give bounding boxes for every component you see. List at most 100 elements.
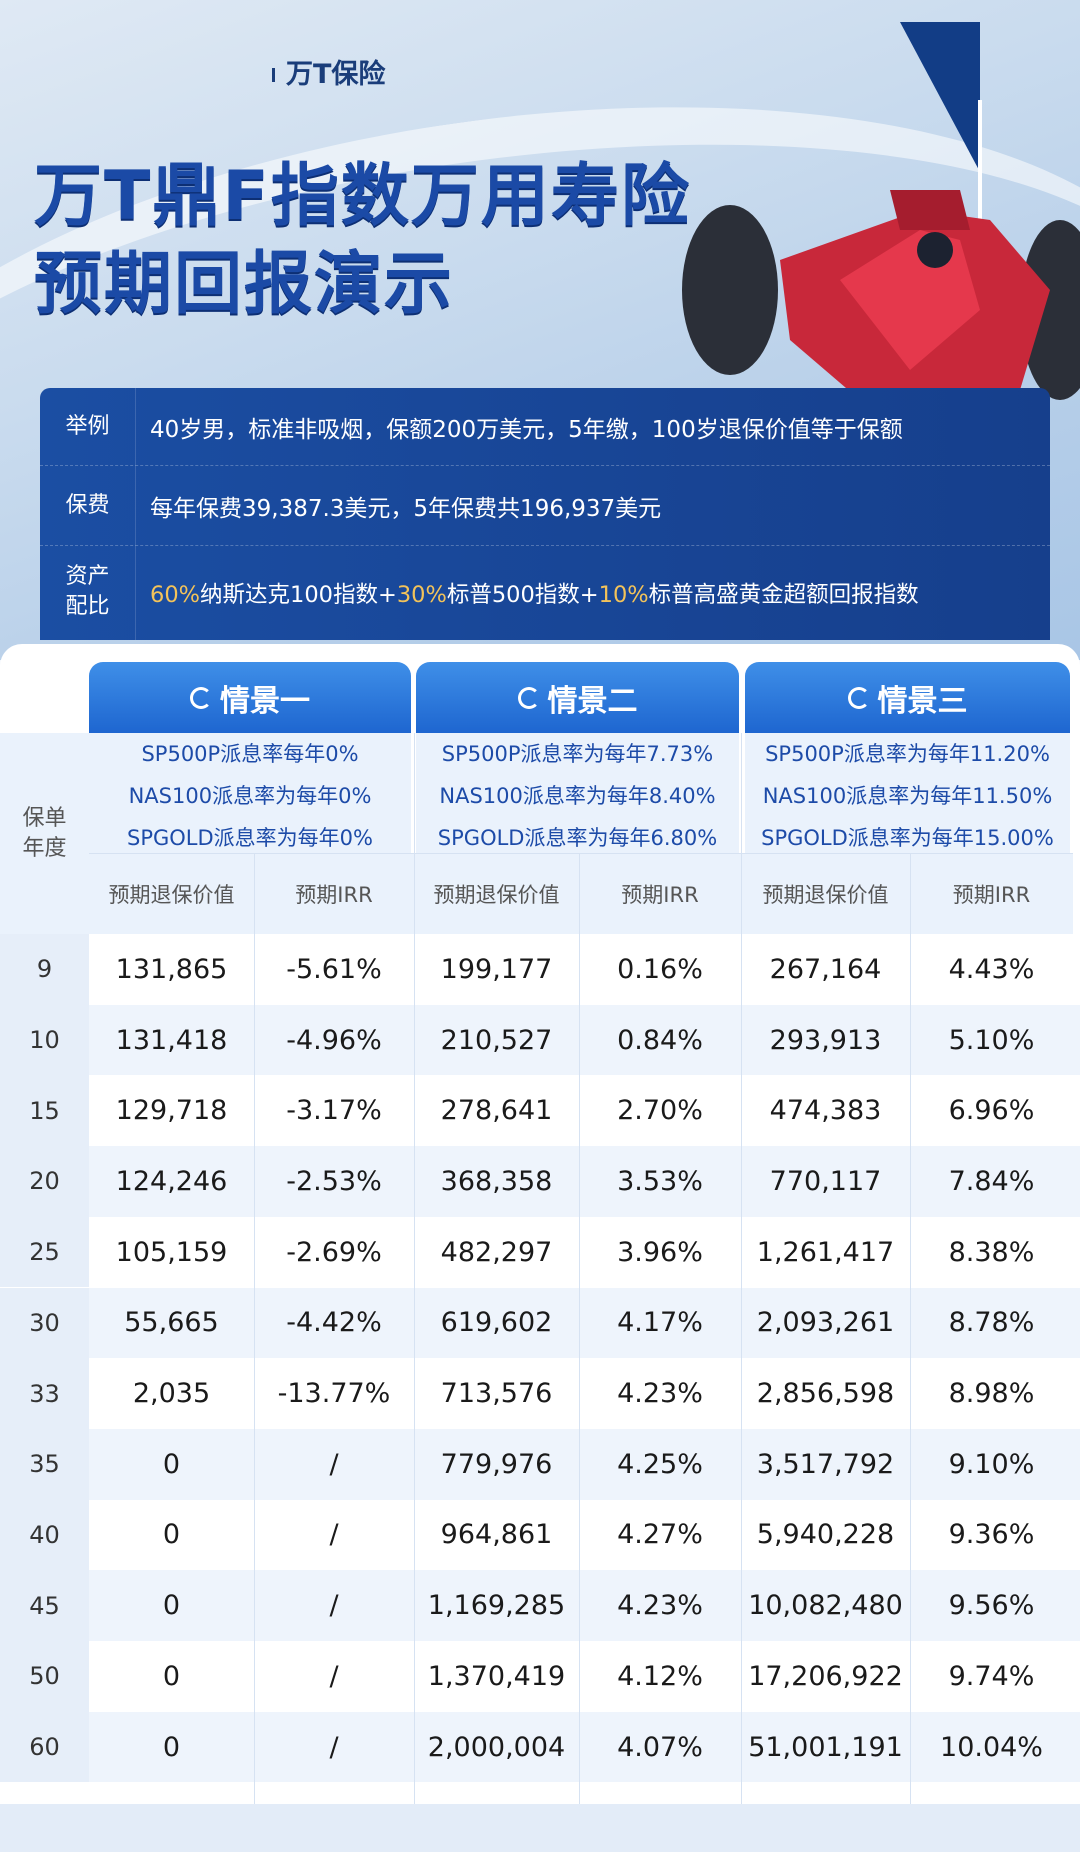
illustration-table: 保单年度 情景一 SP500P派息率每年0% NAS100派息率为每年0% SPGOL… (0, 644, 1080, 1804)
scenario-name: 情景三 (877, 683, 968, 719)
policy-year: 60 (0, 1711, 89, 1783)
dividend-rate: NAS100派息率为每年11.50% (762, 784, 1053, 808)
table-row: 15 129,718 -3.17% 278,641 2.70% 474,383 6.96% (0, 1075, 1080, 1147)
surrender-value: 713,576 (440, 1378, 553, 1410)
surrender-value: 267,164 (769, 953, 882, 985)
policy-year: 15 (0, 1075, 89, 1147)
surrender-value: 0 (162, 1590, 181, 1622)
surrender-value: 0 (162, 1519, 181, 1551)
search-q-icon (847, 686, 870, 709)
surrender-value: 129,718 (115, 1095, 228, 1127)
irr-value: / (329, 1590, 339, 1622)
race-car-illustration (682, 190, 1080, 400)
surrender-value: 210,527 (440, 1024, 553, 1056)
irr-value: 2.70% (617, 1095, 703, 1127)
col-header-irr: 预期IRR (254, 853, 414, 934)
scenario-rates: SP500P派息率每年0% NAS100派息率为每年0% SPGOLD派息率为每年0… (83, 733, 417, 853)
policy-year: 30 (0, 1287, 89, 1359)
irr-value: -13.77% (277, 1378, 391, 1410)
surrender-value: 619,602 (440, 1307, 553, 1339)
irr-value: 0.84% (617, 1024, 703, 1056)
table-row: 30 55,665 -4.42% 619,602 4.17% 2,093,261 8.78% (0, 1287, 1080, 1359)
irr-value: 4.43% (948, 953, 1035, 985)
surrender-value: 278,641 (440, 1095, 553, 1127)
surrender-value: 2,000,004 (427, 1731, 566, 1763)
col-header-irr: 预期IRR (579, 853, 741, 934)
surrender-value: 2,093,261 (756, 1307, 895, 1339)
irr-value: 6.96% (948, 1095, 1035, 1127)
corner-triangle (900, 22, 980, 172)
surrender-value: 474,383 (769, 1095, 882, 1127)
policy-year: 20 (0, 1146, 89, 1217)
irr-value: 4.25% (617, 1448, 703, 1480)
surrender-value: 131,865 (115, 953, 228, 985)
table-row: 9 131,865 -5.61% 199,177 0.16% 267,164 4.43% (0, 934, 1080, 1005)
irr-value: 3.96% (617, 1236, 703, 1268)
irr-value: 0.16% (617, 953, 703, 985)
scenario-rates: SP500P派息率为每年11.20% NAS100派息率为每年11.50% SPGO… (739, 733, 1076, 853)
policy-year: 25 (0, 1216, 89, 1288)
scenario-rates: SP500P派息率为每年7.73% NAS100派息率为每年8.40% SPGOLD… (410, 733, 745, 853)
irr-value: 7.84% (948, 1165, 1035, 1197)
surrender-value: 124,246 (115, 1165, 228, 1197)
col-header-value: 预期退保价值 (89, 853, 254, 934)
irr-value: 9.10% (948, 1448, 1035, 1480)
table-row: 45 0 / 1,169,285 4.23% 10,082,480 9.56% (0, 1570, 1080, 1641)
policy-year: 9 (0, 934, 89, 1005)
column-divider (579, 853, 580, 1804)
irr-value: -2.53% (286, 1165, 382, 1197)
table-row: 33 2,035 -13.77% 713,576 4.23% 2,856,598 8.98% (0, 1358, 1080, 1429)
surrender-value: 1,169,285 (427, 1590, 566, 1622)
scenario-name: 情景一 (220, 683, 310, 719)
surrender-value: 199,177 (440, 953, 553, 985)
info-row-example: 举例 40岁男，标准非吸烟，保额200万美元，5年缴，100岁退保价值等于保额 (40, 387, 1050, 466)
info-label: 资产 配比 (40, 546, 136, 640)
scenario-tab-3[interactable]: 情景三 (745, 662, 1070, 733)
info-row-allocation: 资产 配比 60%纳斯达克100指数+30%标普500指数+10%标普高盛黄金超额… (40, 546, 1050, 640)
irr-value: / (329, 1519, 339, 1551)
surrender-value: 0 (162, 1448, 181, 1480)
surrender-value: 17,206,922 (748, 1660, 903, 1692)
brand-name: 万T保险 (286, 59, 386, 90)
scenario-name: 情景二 (547, 683, 638, 719)
policy-year: 35 (0, 1428, 89, 1500)
scenario-tab-2[interactable]: 情景二 (416, 662, 739, 733)
dividend-rate: SPGOLD派息率为每年0% (127, 826, 373, 850)
footer-bar (0, 1804, 1080, 1852)
irr-value: -4.42% (286, 1307, 382, 1339)
dividend-rate: NAS100派息率为每年0% (128, 784, 372, 808)
surrender-value: 5,940,228 (756, 1519, 895, 1551)
column-divider (414, 733, 415, 1804)
col-header-value: 预期退保价值 (414, 853, 579, 934)
dividend-rate: SPGOLD派息率为每年15.00% (761, 826, 1054, 850)
table-row: 10 131,418 -4.96% 210,527 0.84% 293,913 5.10% (0, 1004, 1080, 1076)
info-value: 每年保费39,387.3美元，5年保费共196,937美元 (150, 495, 662, 522)
surrender-value: 1,261,417 (756, 1236, 895, 1268)
search-q-icon (517, 686, 540, 709)
policy-year: 50 (0, 1641, 89, 1712)
irr-value: 4.12% (617, 1660, 703, 1692)
table-row: 25 105,159 -2.69% 482,297 3.96% 1,261,417 8.38… (0, 1216, 1080, 1288)
column-divider (254, 853, 255, 1804)
table-row: 50 0 / 1,370,419 4.12% 17,206,922 9.74% (0, 1641, 1080, 1712)
table-row: 35 0 / 779,976 4.25% 3,517,792 9.10% (0, 1428, 1080, 1500)
irr-value: 3.53% (617, 1165, 703, 1197)
surrender-value: 482,297 (440, 1236, 553, 1268)
irr-value: -3.17% (286, 1095, 382, 1127)
dividend-rate: SP500P派息率为每年7.73% (441, 742, 714, 766)
surrender-value: 368,358 (440, 1165, 553, 1197)
surrender-value: 0 (162, 1660, 181, 1692)
scenario-tab-1[interactable]: 情景一 (89, 662, 411, 733)
irr-value: -4.96% (286, 1024, 382, 1056)
irr-value: -5.61% (286, 953, 382, 985)
dividend-rate: SP500P派息率为每年11.20% (765, 742, 1050, 766)
surrender-value: 2,035 (132, 1378, 211, 1410)
col-header-value: 预期退保价值 (741, 853, 910, 934)
info-label: 举例 (40, 387, 136, 466)
irr-value: 8.78% (948, 1307, 1035, 1339)
table-row: 20 124,246 -2.53% 368,358 3.53% 770,117 7.84% (0, 1146, 1080, 1217)
table-row: 40 0 / 964,861 4.27% 5,940,228 9.36% (0, 1499, 1080, 1571)
surrender-value: 10,082,480 (748, 1590, 903, 1622)
surrender-value: 55,665 (124, 1307, 219, 1339)
info-label: 保费 (40, 465, 136, 546)
